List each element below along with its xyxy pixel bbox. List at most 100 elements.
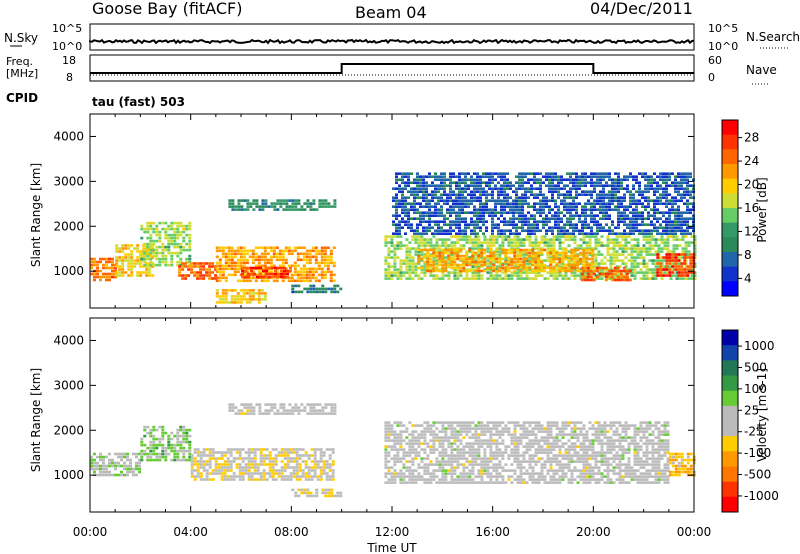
range-gate-cell <box>417 238 421 241</box>
range-gate-cell <box>179 257 183 261</box>
range-gate-cell <box>492 256 496 259</box>
range-gate-cell <box>306 412 310 415</box>
range-gate-cell <box>551 199 554 202</box>
range-gate-cell <box>432 235 436 238</box>
range-gate-cell <box>224 258 228 262</box>
range-gate-cell <box>185 224 189 228</box>
range-gate-cell <box>136 262 140 265</box>
range-gate-cell <box>435 254 439 258</box>
range-gate-cell <box>479 229 482 232</box>
range-gate-cell <box>506 205 509 208</box>
range-gate-cell <box>300 403 304 406</box>
range-gate-cell <box>492 269 496 273</box>
range-gate-cell <box>560 178 563 181</box>
range-gate-cell <box>501 235 505 238</box>
range-gate-cell <box>570 248 574 252</box>
range-gate-cell <box>443 190 446 193</box>
range-gate-cell <box>537 262 541 265</box>
range-gate-cell <box>401 199 404 202</box>
range-gate-cell <box>384 244 388 247</box>
range-gate-cell <box>471 260 475 264</box>
range-gate-cell <box>587 214 590 217</box>
range-gate-cell <box>393 235 397 238</box>
range-gate-cell <box>228 403 232 406</box>
range-gate-cell <box>426 248 430 252</box>
range-gate-cell <box>226 469 230 472</box>
range-gate-cell <box>269 246 273 250</box>
range-gate-cell <box>580 278 584 282</box>
range-gate-cell <box>501 241 505 244</box>
range-gate-cell <box>395 211 398 214</box>
range-gate-cell <box>486 241 490 244</box>
range-gate-cell <box>671 256 675 259</box>
range-gate-cell <box>140 254 144 258</box>
range-gate-cell <box>99 467 102 471</box>
range-gate-cell <box>572 226 575 229</box>
range-gate-cell <box>435 251 439 255</box>
range-gate-cell <box>241 448 245 451</box>
range-gate-cell <box>395 232 398 235</box>
range-gate-cell <box>578 217 581 220</box>
range-gate-cell <box>164 227 168 231</box>
range-gate-cell <box>659 193 662 196</box>
range-gate-cell <box>506 199 509 202</box>
range-gate-cell <box>593 184 596 187</box>
range-gate-cell <box>630 271 634 274</box>
range-gate-cell <box>548 199 551 202</box>
range-gate-cell <box>653 187 656 190</box>
range-gate-cell <box>90 458 93 462</box>
range-gate-cell <box>268 463 272 466</box>
range-gate-cell <box>326 270 330 274</box>
range-gate-cell <box>164 458 168 462</box>
range-gate-cell <box>455 199 458 202</box>
range-gate-cell <box>202 451 206 454</box>
range-gate-cell <box>257 246 261 250</box>
range-gate-cell <box>587 190 590 193</box>
range-gate-cell <box>269 255 273 259</box>
data-region <box>140 425 192 462</box>
range-gate-cell <box>260 279 264 283</box>
range-gate-cell <box>155 443 159 447</box>
range-gate-cell <box>90 266 93 270</box>
range-gate-cell <box>245 261 249 265</box>
range-gate-cell <box>681 247 685 250</box>
range-gate-cell <box>247 448 251 451</box>
range-gate-cell <box>121 244 125 247</box>
range-gate-cell <box>613 266 617 270</box>
range-gate-cell <box>657 259 661 262</box>
range-gate-cell <box>269 261 273 265</box>
range-gate-cell <box>390 265 394 268</box>
range-gate-cell <box>566 184 569 187</box>
range-gate-cell <box>548 190 551 193</box>
range-gate-cell <box>146 446 150 450</box>
range-gate-cell <box>585 271 589 274</box>
range-gate-cell <box>324 202 328 205</box>
range-gate-cell <box>429 257 433 261</box>
range-gate-cell <box>551 193 554 196</box>
range-gate-cell <box>630 262 634 265</box>
range-gate-cell <box>561 250 565 253</box>
freq-trace <box>90 63 694 74</box>
range-gate-cell <box>185 260 189 264</box>
range-gate-cell <box>322 469 326 472</box>
range-gate-cell <box>102 464 105 468</box>
range-gate-cell <box>420 248 424 252</box>
range-gate-cell <box>233 270 237 274</box>
range-gate-cell <box>616 269 620 273</box>
range-gate-cell <box>527 181 530 184</box>
range-gate-cell <box>453 277 457 280</box>
range-gate-cell <box>315 494 319 498</box>
range-gate-cell <box>644 178 647 181</box>
range-gate-cell <box>566 208 569 211</box>
range-gate-cell <box>533 196 536 199</box>
range-gate-cell <box>671 199 674 202</box>
range-gate-cell <box>522 262 526 265</box>
range-gate-cell <box>693 244 697 247</box>
range-gate-cell <box>118 268 122 271</box>
range-gate-cell <box>401 175 404 178</box>
range-gate-cell <box>674 265 678 268</box>
range-gate-cell <box>479 220 482 223</box>
range-gate-cell <box>616 278 620 282</box>
range-gate-cell <box>548 208 551 211</box>
range-gate-cell <box>306 494 310 498</box>
